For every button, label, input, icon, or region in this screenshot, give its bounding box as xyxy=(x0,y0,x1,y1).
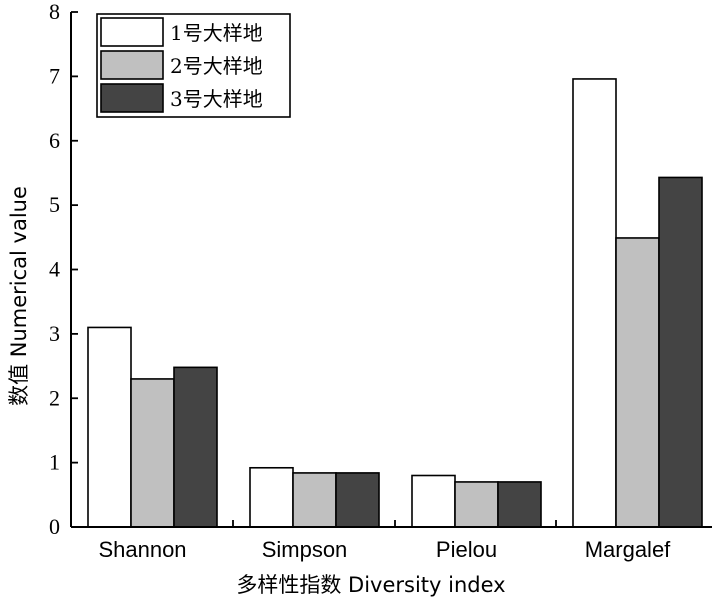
x-category-label: Margalef xyxy=(585,537,671,562)
legend: 1号大样地 2号大样地 3号大样地 xyxy=(96,13,291,118)
legend-label-series-3: 3号大样地 xyxy=(170,87,263,111)
bar-simpson-series-1 xyxy=(249,466,294,528)
legend-label-series-2: 2号大样地 xyxy=(170,54,263,78)
y-ticks-layer: 0 1 2 3 4 5 6 7 8 xyxy=(49,0,78,539)
bar-pielou-series-2 xyxy=(454,481,499,528)
bar-margalef-series-1 xyxy=(572,78,617,528)
x-categories-layer: Shannon Simpson Pielou Margalef xyxy=(98,537,671,562)
y-tick-label: 6 xyxy=(49,128,60,153)
y-tick-label: 3 xyxy=(49,321,60,346)
y-tick-label: 8 xyxy=(49,0,60,24)
y-tick-label: 1 xyxy=(49,450,60,475)
bar-shannon-series-3 xyxy=(173,366,218,528)
x-category-label: Simpson xyxy=(262,537,348,562)
y-tick-label: 2 xyxy=(49,385,60,410)
legend-swatch-series-3 xyxy=(100,83,164,113)
y-tick-label: 0 xyxy=(49,514,60,539)
legend-swatch-series-1 xyxy=(100,17,164,47)
bar-pielou-series-1 xyxy=(411,474,456,528)
bar-margalef-series-3 xyxy=(658,176,703,528)
bar-simpson-series-2 xyxy=(292,472,337,528)
bar-simpson-series-3 xyxy=(335,472,380,528)
y-tick-label: 7 xyxy=(49,63,60,88)
x-axis-title: 多样性指数 Diversity index xyxy=(236,573,505,597)
x-category-label: Shannon xyxy=(98,537,186,562)
legend-swatch-series-2 xyxy=(100,50,164,80)
y-tick-label: 5 xyxy=(49,192,60,217)
bar-pielou-series-3 xyxy=(497,481,542,528)
y-axis-title: 数值 Numerical value xyxy=(7,186,31,406)
legend-label-series-1: 1号大样地 xyxy=(170,21,263,45)
bar-shannon-series-1 xyxy=(87,326,132,528)
bar-margalef-series-2 xyxy=(615,237,660,528)
y-tick-label: 4 xyxy=(49,257,60,282)
bars-layer xyxy=(87,78,703,528)
x-category-label: Pielou xyxy=(436,537,497,562)
bar-shannon-series-2 xyxy=(130,378,175,528)
